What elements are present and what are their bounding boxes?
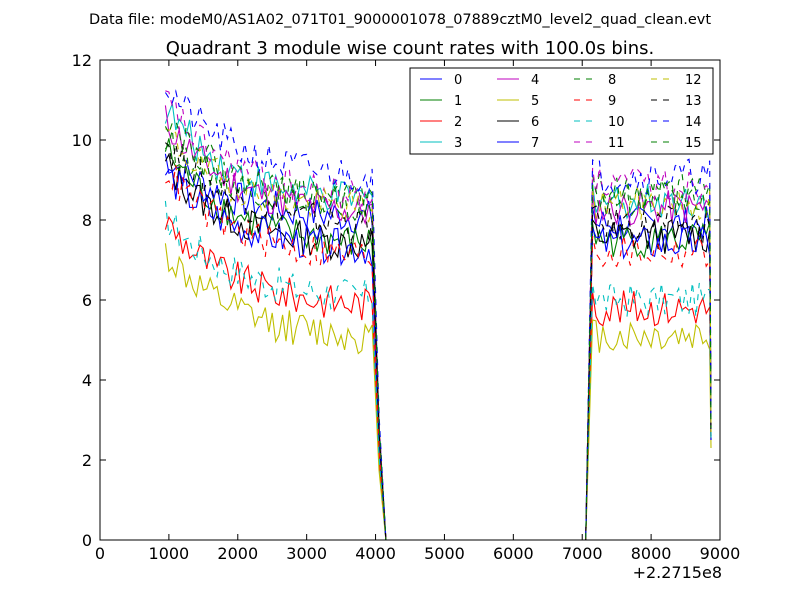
- legend-label-10: 10: [608, 115, 625, 130]
- series-line-5: [164, 243, 712, 540]
- x-tick-label: 2000: [217, 544, 258, 563]
- axes: 0 1000 2000 3000 4000 5000 6000 7000 8000 9000 0 2 4…: [72, 51, 741, 563]
- y-tick-label: 6: [82, 291, 92, 310]
- series-line-8: [164, 129, 712, 540]
- legend-label-13: 13: [685, 94, 702, 109]
- legend-label-6: 6: [531, 115, 539, 130]
- y-tick-label: 8: [82, 211, 92, 230]
- y-tick-label: 4: [82, 371, 92, 390]
- legend-label-11: 11: [608, 136, 625, 151]
- legend-label-2: 2: [454, 115, 462, 130]
- series-line-3: [164, 103, 712, 540]
- y-tick-label: 0: [82, 531, 92, 550]
- legend-label-4: 4: [531, 73, 539, 88]
- x-tick-label: 1000: [149, 544, 190, 563]
- legend-label-15: 15: [685, 136, 702, 151]
- legend-label-7: 7: [531, 136, 539, 151]
- x-tick-label: 7000: [562, 544, 603, 563]
- legend-label-5: 5: [531, 94, 539, 109]
- chart-title: Quadrant 3 module wise count rates with …: [166, 38, 655, 59]
- x-tick-label: 6000: [493, 544, 534, 563]
- series-line-9: [165, 165, 712, 540]
- series-line-6: [164, 152, 712, 540]
- series-line-13: [165, 142, 712, 540]
- legend-label-3: 3: [454, 136, 462, 151]
- legend-label-9: 9: [608, 94, 616, 109]
- legend-label-1: 1: [454, 94, 462, 109]
- legend-box: [409, 67, 714, 155]
- legend-label-8: 8: [608, 73, 616, 88]
- y-tick-label: 2: [82, 451, 92, 470]
- x-tick-label: 4000: [355, 544, 396, 563]
- legend-label-0: 0: [454, 73, 462, 88]
- data-file-label: Data file: modeM0/AS1A02_071T01_90000010…: [89, 12, 711, 28]
- y-tick-label: 10: [72, 131, 92, 150]
- legend-label-12: 12: [685, 73, 702, 88]
- x-tick-label: 9000: [700, 544, 741, 563]
- series-line-10: [164, 200, 712, 540]
- x-tick-label: 8000: [631, 544, 672, 563]
- x-tick-label: 5000: [424, 544, 465, 563]
- series-line-2: [164, 215, 712, 540]
- series-line-11: [165, 90, 712, 540]
- legend-label-14: 14: [685, 115, 702, 130]
- x-offset-label: +2.2715e8: [633, 563, 722, 582]
- x-tick-label: 3000: [286, 544, 327, 563]
- series-line-14: [164, 89, 712, 540]
- series-line-4: [164, 105, 712, 540]
- y-tick-label: 12: [72, 51, 92, 70]
- series-line-1: [164, 138, 712, 540]
- plot-content: [164, 89, 712, 540]
- x-tick-label: 0: [95, 544, 105, 563]
